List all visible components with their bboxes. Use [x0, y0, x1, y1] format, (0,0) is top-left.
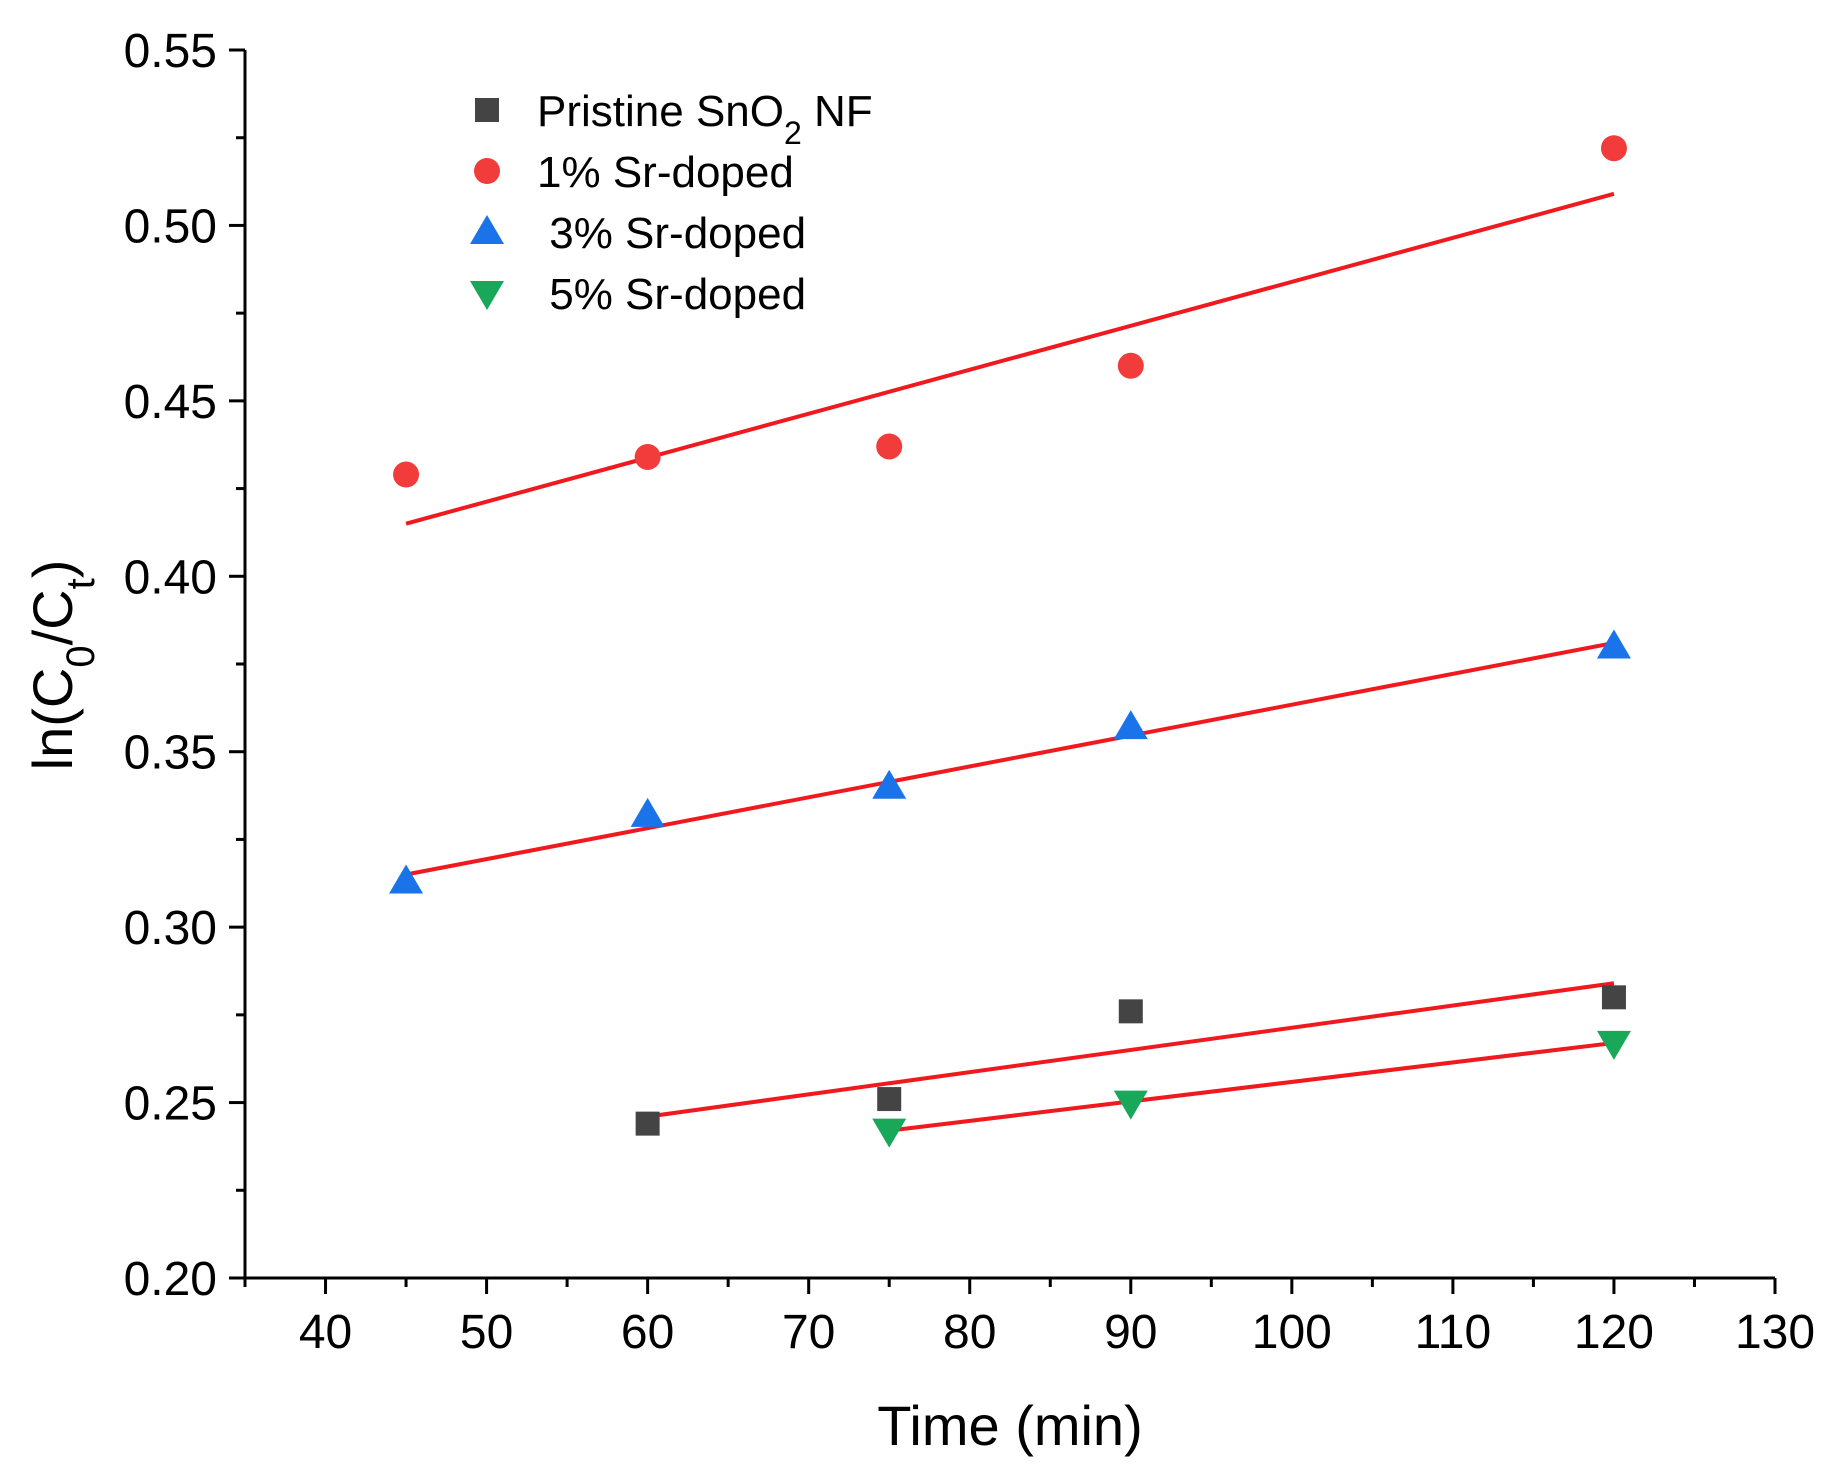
y-tick-label: 0.30	[124, 902, 217, 955]
data-point	[1113, 710, 1148, 740]
legend: Pristine SnO2 NF1% Sr-doped 3% Sr-doped …	[470, 87, 873, 319]
data-point	[1118, 999, 1143, 1024]
fit-lines	[405, 191, 1615, 1133]
y-tick-label: 0.55	[124, 25, 217, 78]
y-tick-label: 0.20	[124, 1253, 217, 1306]
y-tick-label: 0.40	[124, 551, 217, 604]
fit-line	[405, 191, 1615, 526]
data-point	[1596, 629, 1631, 659]
y-tick-label: 0.45	[124, 376, 217, 429]
legend-label: 1% Sr-doped	[537, 148, 794, 197]
x-tick-label: 40	[299, 1306, 352, 1359]
x-tick-label: 60	[621, 1306, 674, 1359]
x-tick-label: 80	[943, 1306, 996, 1359]
data-point	[634, 443, 661, 470]
fit-line	[647, 981, 1615, 1119]
data-points	[389, 135, 1631, 1148]
legend-label: 3% Sr-doped	[537, 209, 806, 258]
y-tick-label: 0.35	[124, 727, 217, 780]
y-axis-title: ln(C0/Ct)	[21, 560, 103, 771]
data-point	[389, 864, 424, 894]
data-point	[635, 1111, 660, 1136]
legend-marker	[475, 98, 499, 122]
y-tick-label: 0.50	[124, 200, 217, 253]
x-tick-label: 110	[1415, 1306, 1492, 1359]
x-tick-label: 120	[1574, 1306, 1654, 1359]
x-tick-label: 100	[1252, 1306, 1332, 1359]
axes: 40 50 60 70 80 90 100 110 120 130 0.20 0.25 0.30 0.35…	[124, 25, 1815, 1359]
data-point	[1117, 352, 1144, 379]
data-point	[877, 1087, 902, 1112]
legend-label: 5% Sr-doped	[537, 270, 806, 319]
data-point	[876, 433, 903, 460]
data-point	[1113, 1090, 1148, 1120]
y-tick-label: 0.25	[124, 1078, 217, 1131]
x-tick-label: 50	[460, 1306, 513, 1359]
x-tick-label: 70	[782, 1306, 835, 1359]
data-point	[630, 797, 665, 827]
data-point	[1600, 135, 1627, 162]
fit-line	[405, 640, 1615, 877]
legend-marker	[470, 215, 504, 244]
legend-marker	[474, 158, 500, 184]
x-axis-title: Time (min)	[877, 1394, 1142, 1457]
fit-line	[888, 1040, 1615, 1133]
data-point	[1596, 1030, 1631, 1060]
data-point	[1601, 985, 1626, 1010]
data-point	[872, 1118, 907, 1148]
x-tick-label: 90	[1104, 1306, 1157, 1359]
legend-label: Pristine SnO2 NF	[537, 87, 873, 151]
x-tick-label: 130	[1735, 1306, 1815, 1359]
data-point	[393, 461, 420, 488]
legend-marker	[470, 281, 504, 310]
data-point	[872, 769, 907, 799]
